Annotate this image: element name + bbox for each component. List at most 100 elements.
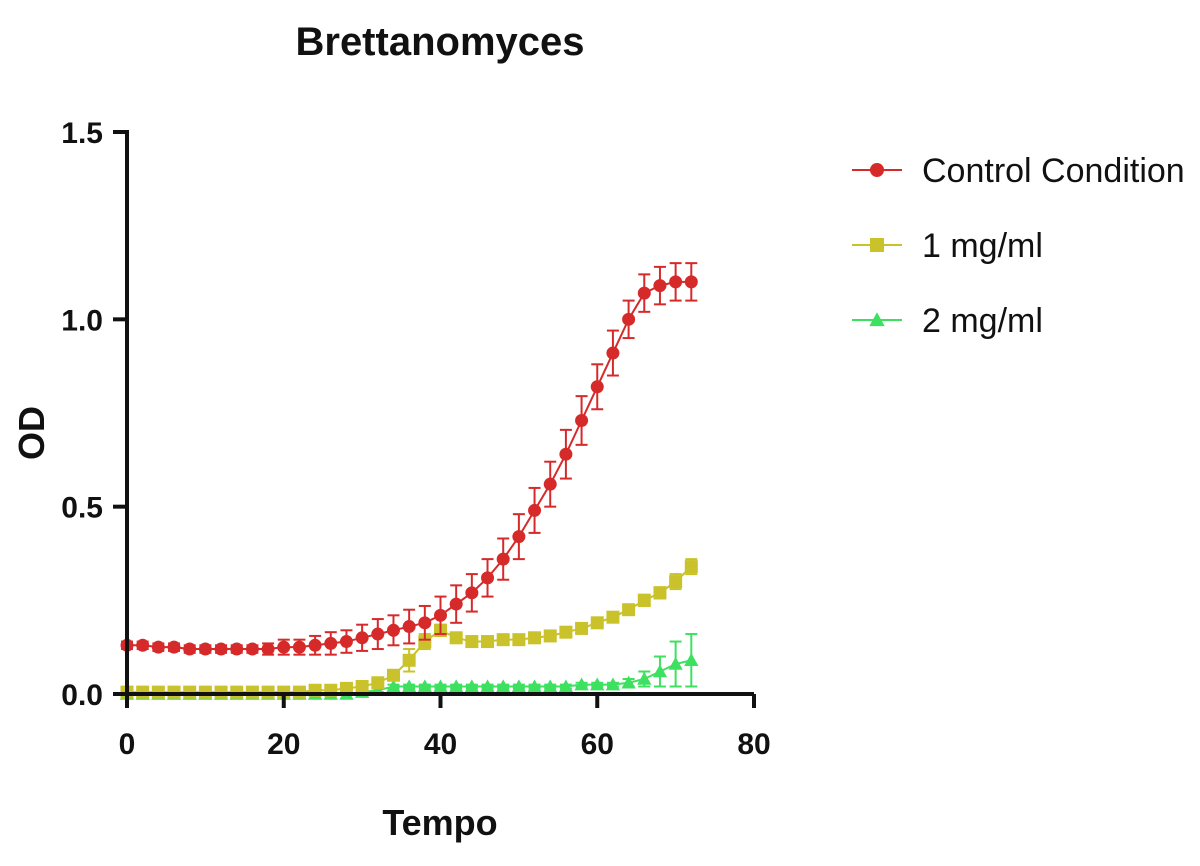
data-point <box>339 635 353 649</box>
data-point <box>480 679 495 693</box>
chart-title: Brettanomyces <box>295 20 584 64</box>
data-point <box>590 380 604 394</box>
x-axis-label: Tempo <box>382 802 497 843</box>
data-point <box>684 560 698 574</box>
data-point <box>402 679 417 693</box>
data-point <box>464 679 479 693</box>
data-point <box>449 631 463 645</box>
data-point <box>339 681 353 695</box>
data-point <box>637 671 652 685</box>
x-tick-label: 0 <box>119 728 136 761</box>
data-point <box>528 503 542 517</box>
data-point <box>418 616 432 630</box>
data-point <box>512 633 526 647</box>
y-tick-label: 0.0 <box>61 679 103 712</box>
data-point <box>558 679 574 693</box>
data-point <box>543 629 557 643</box>
data-point <box>136 638 150 652</box>
data-point <box>183 642 197 656</box>
data-point <box>449 679 464 693</box>
y-tick-label: 1.5 <box>61 117 103 150</box>
data-point <box>277 640 291 654</box>
data-point <box>637 286 651 300</box>
data-point <box>230 642 244 656</box>
data-point <box>245 642 259 656</box>
data-point <box>637 593 651 607</box>
data-point <box>590 677 605 691</box>
legend-marker <box>869 312 885 327</box>
data-point <box>371 627 385 641</box>
legend-item: Control Condition <box>852 152 1185 190</box>
data-point <box>606 346 620 360</box>
data-point <box>622 603 636 617</box>
legend-item: 1 mg/ml <box>852 227 1043 265</box>
data-point <box>402 653 416 667</box>
data-point <box>590 616 604 630</box>
data-point <box>669 275 683 289</box>
data-point <box>386 679 401 693</box>
y-tick-label: 0.5 <box>61 492 103 525</box>
data-point <box>559 447 573 461</box>
data-point <box>528 631 542 645</box>
plot-area <box>119 262 699 700</box>
legend-label: 1 mg/ml <box>922 227 1043 265</box>
data-point <box>574 677 589 691</box>
data-point <box>371 676 385 690</box>
legend-marker <box>870 238 884 252</box>
data-point <box>684 653 699 666</box>
data-point <box>575 621 589 635</box>
data-point <box>512 530 526 544</box>
series-line <box>127 280 692 651</box>
x-tick-label: 80 <box>737 728 770 761</box>
data-point <box>653 279 667 293</box>
data-point <box>151 640 165 654</box>
data-point <box>402 620 416 634</box>
data-point <box>417 679 432 693</box>
data-point <box>308 638 322 652</box>
series-0 <box>120 262 698 656</box>
data-point <box>433 679 448 693</box>
data-point <box>575 413 589 427</box>
data-point <box>434 608 447 622</box>
data-point <box>511 679 527 693</box>
data-point <box>653 586 667 600</box>
x-tick-label: 40 <box>424 728 457 761</box>
data-point <box>496 552 510 566</box>
data-point <box>543 679 558 693</box>
y-ticks: 0.0 0.5 1.0 1.5 <box>61 117 127 712</box>
data-point <box>668 656 683 670</box>
data-point <box>449 597 463 611</box>
data-point <box>622 312 636 326</box>
legend-marker <box>870 163 884 177</box>
data-point <box>481 635 495 649</box>
data-point <box>496 679 511 693</box>
data-point <box>669 575 683 589</box>
data-point <box>465 586 479 600</box>
data-point <box>324 636 338 650</box>
data-point <box>559 625 573 639</box>
data-point <box>684 275 698 289</box>
data-point <box>418 635 432 649</box>
data-point <box>605 677 621 691</box>
data-point <box>167 640 181 654</box>
y-tick-label: 1.0 <box>61 304 103 337</box>
x-ticks: 0 20 40 60 80 <box>119 694 771 761</box>
data-point <box>198 642 212 656</box>
data-point <box>292 640 306 654</box>
data-point <box>543 477 557 491</box>
data-point <box>355 631 369 645</box>
legend-label: 2 mg/ml <box>922 302 1043 340</box>
data-point <box>261 642 275 656</box>
data-point <box>386 668 400 682</box>
x-tick-label: 20 <box>267 728 300 761</box>
legend-item: 2 mg/ml <box>852 302 1043 340</box>
legend-label: Control Condition <box>922 152 1185 190</box>
data-point <box>527 679 542 693</box>
data-point <box>621 675 636 689</box>
data-point <box>465 635 479 649</box>
data-point <box>214 642 228 656</box>
x-tick-label: 60 <box>581 728 614 761</box>
y-axis-label: OD <box>11 406 52 460</box>
data-point <box>386 623 400 637</box>
